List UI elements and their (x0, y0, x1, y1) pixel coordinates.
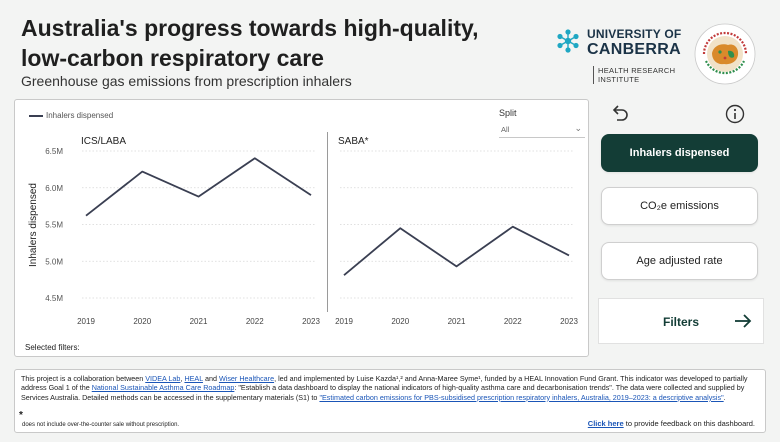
x-tick-label: 2020 (391, 317, 409, 326)
split-value: All (501, 125, 510, 134)
y-tick-label: 6.5M (45, 147, 63, 156)
header: Australia's progress towards high-qualit… (0, 0, 780, 98)
filters-label: Filters (663, 315, 700, 329)
y-tick-label: 6.0M (45, 184, 63, 193)
roadmap-link[interactable]: National Sustainable Asthma Care Roadmap (91, 383, 235, 393)
x-tick-label: 2019 (77, 317, 95, 326)
uc-subtitle: HEALTH RESEARCH INSTITUTE (593, 66, 675, 84)
feedback-link[interactable]: Click here (587, 419, 624, 428)
footer-text-1: This project is a collaboration between (21, 374, 146, 383)
uc-sub1: HEALTH RESEARCH (598, 66, 676, 75)
selected-filters: Selected filters: (25, 343, 80, 352)
uc-line1: UNIVERSITY OF (587, 27, 682, 41)
x-tick-label: 2020 (133, 317, 151, 326)
footer-notes: This project is a collaboration between … (14, 369, 766, 433)
university-of-canberra-logo-icon (557, 29, 579, 53)
chart-legend: Inhalers dispensed (29, 111, 113, 120)
feedback-rest: to provide feedback on this dashboard. (623, 419, 755, 428)
heal-link[interactable]: HEAL (184, 374, 203, 383)
split-label: Split (499, 108, 517, 118)
videa-lab-link[interactable]: VIDEA Lab (145, 374, 181, 383)
heal-logo-icon (694, 23, 756, 85)
wiser-healthcare-link[interactable]: Wiser Healthcare (218, 374, 275, 383)
uc-line2: CANBERRA (587, 41, 681, 58)
line-chart: 4.5M 5.0M 5.5M 6.0M 6.5M Inhalers dispensed IC… (28, 132, 578, 326)
legend-line-icon (29, 114, 43, 117)
footer-paragraph: This project is a collaboration between … (21, 374, 759, 402)
feedback-text: Click here to provide feedback on this d… (588, 419, 755, 428)
back-arrow-icon[interactable] (610, 104, 630, 124)
uc-sub2: INSTITUTE (598, 75, 640, 84)
arrow-right-icon (735, 314, 752, 328)
y-tick-label: 5.5M (45, 221, 63, 230)
x-tick-label: 2023 (302, 317, 320, 326)
split-dropdown[interactable]: All ⌄ (499, 122, 585, 138)
y-axis-label: Inhalers dispensed (28, 183, 39, 267)
legend-label: Inhalers dispensed (46, 111, 114, 120)
x-tick-label: 2022 (504, 317, 522, 326)
x-tick-label: 2023 (560, 317, 578, 326)
panel-title: SABA* (338, 136, 369, 147)
uc-wordmark: UNIVERSITY OF CANBERRA (587, 27, 682, 58)
info-icon[interactable] (725, 104, 745, 124)
footer-text-c1: , (180, 374, 185, 383)
footer-text-3: : "Establish a data dashboard to display… (21, 383, 745, 402)
panel-title: ICS/LABA (81, 136, 126, 147)
chart-card: Inhalers dispensed Split All ⌄ 4.5M 5.0M 5… (14, 99, 589, 357)
y-tick-label: 4.5M (45, 294, 63, 303)
filters-button[interactable]: Filters (598, 298, 764, 344)
x-tick-label: 2021 (190, 317, 208, 326)
y-tick-label: 5.0M (45, 257, 63, 266)
paper-link[interactable]: "Estimated carbon emissions for PBS-subs… (319, 392, 724, 402)
chevron-down-icon: ⌄ (574, 123, 582, 133)
footer-text-4: . (723, 392, 726, 402)
page-subtitle: Greenhouse gas emissions from prescripti… (21, 73, 352, 89)
footnote-text: does not include over-the-counter sale w… (22, 422, 180, 428)
series-line (343, 225, 570, 276)
age-adjusted-rate-button[interactable]: Age adjusted rate (601, 242, 758, 280)
x-tick-label: 2021 (448, 317, 466, 326)
series-line (85, 157, 312, 217)
x-tick-label: 2019 (335, 317, 353, 326)
footer-text-2: , led and implemented by Luise Kazda¹,² … (21, 374, 748, 393)
inhalers-dispensed-button[interactable]: Inhalers dispensed (601, 134, 758, 172)
co2e-emissions-button[interactable]: CO₂e emissions (601, 187, 758, 225)
footnote-star: * (19, 410, 23, 421)
x-tick-label: 2022 (246, 317, 264, 326)
footer-text-c2: and (202, 374, 219, 383)
page-title: Australia's progress towards high-qualit… (21, 15, 479, 71)
